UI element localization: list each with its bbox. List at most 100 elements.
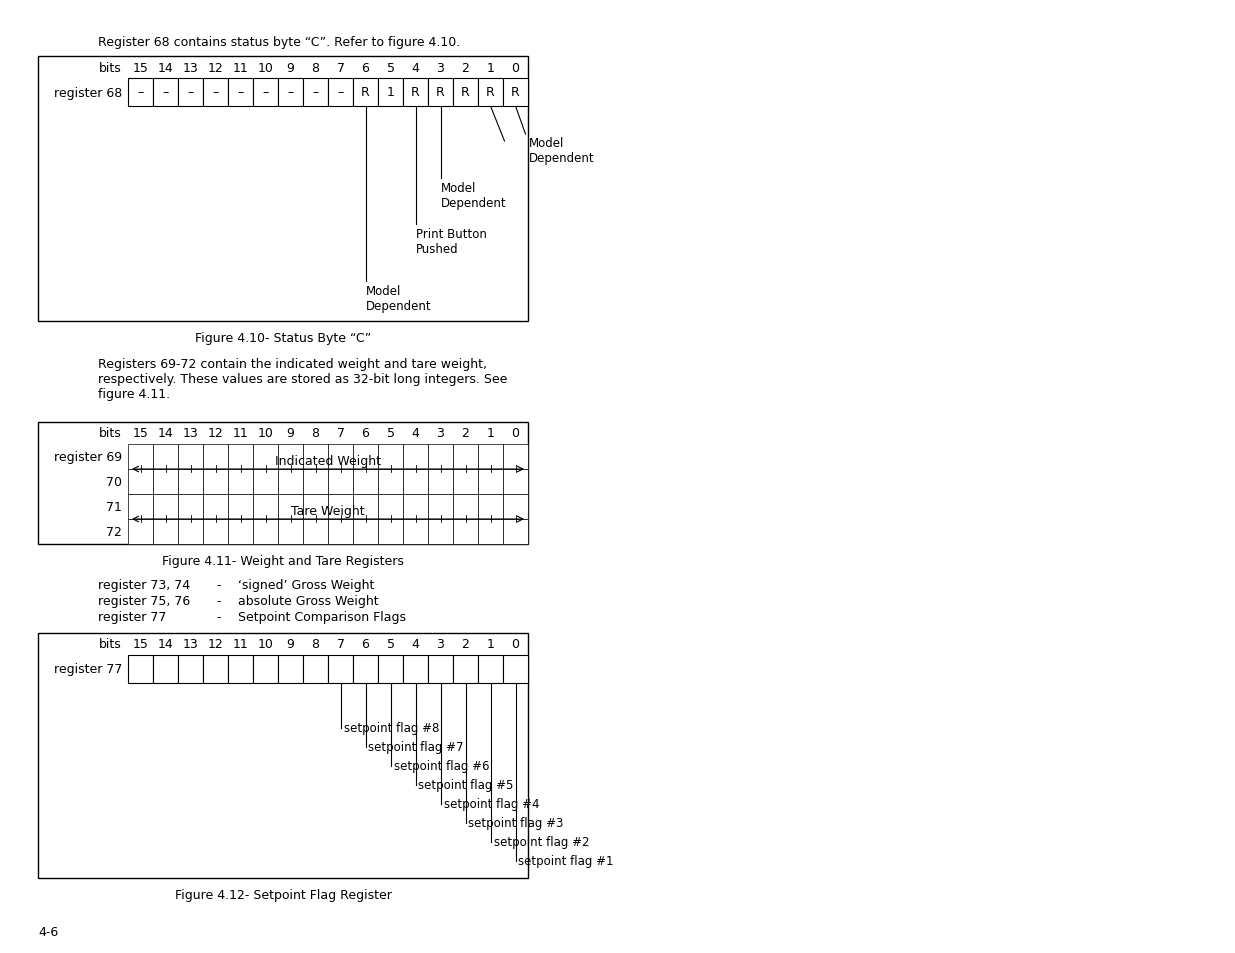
Text: 10: 10: [258, 61, 273, 74]
Text: register 77: register 77: [53, 662, 122, 676]
Text: 70: 70: [106, 476, 122, 489]
Text: register 69: register 69: [54, 451, 122, 463]
Text: 14: 14: [158, 61, 173, 74]
Bar: [453, 519, 478, 544]
Text: 6: 6: [362, 427, 369, 440]
Text: Print Button
Pushed: Print Button Pushed: [415, 228, 487, 255]
Bar: [353, 79, 378, 107]
Bar: [203, 470, 228, 495]
Bar: [403, 470, 429, 495]
Bar: [203, 495, 228, 519]
Bar: [378, 495, 403, 519]
Text: register 68: register 68: [54, 87, 122, 99]
Text: 71: 71: [106, 500, 122, 514]
Text: Register 68 contains status byte “C”. Refer to figure 4.10.: Register 68 contains status byte “C”. Re…: [98, 36, 461, 49]
Bar: [38, 57, 529, 322]
Bar: [403, 444, 429, 470]
Text: setpoint flag #2: setpoint flag #2: [494, 836, 589, 848]
Text: 14: 14: [158, 427, 173, 440]
Text: register 77: register 77: [98, 610, 167, 623]
Text: –: –: [162, 87, 169, 99]
Bar: [503, 495, 529, 519]
Text: setpoint flag #1: setpoint flag #1: [519, 855, 614, 867]
Bar: [503, 470, 529, 495]
Bar: [353, 470, 378, 495]
Text: ‘signed’ Gross Weight: ‘signed’ Gross Weight: [238, 578, 374, 592]
Text: Model
Dependent: Model Dependent: [529, 137, 594, 165]
Bar: [453, 79, 478, 107]
Text: bits: bits: [99, 61, 122, 74]
Text: –: –: [262, 87, 269, 99]
Bar: [278, 519, 303, 544]
Text: register 75, 76: register 75, 76: [98, 595, 190, 607]
Text: 13: 13: [183, 638, 199, 651]
Bar: [329, 444, 353, 470]
Text: 1: 1: [487, 427, 494, 440]
Text: R: R: [436, 87, 445, 99]
Text: –: –: [288, 87, 294, 99]
Bar: [378, 79, 403, 107]
Bar: [153, 519, 178, 544]
Bar: [128, 470, 153, 495]
Text: 4: 4: [411, 427, 420, 440]
Text: 15: 15: [132, 427, 148, 440]
Text: setpoint flag #6: setpoint flag #6: [394, 760, 489, 773]
Text: –: –: [337, 87, 343, 99]
Bar: [429, 495, 453, 519]
Bar: [253, 79, 278, 107]
Bar: [178, 656, 203, 683]
Bar: [329, 79, 353, 107]
Bar: [203, 656, 228, 683]
Bar: [303, 656, 329, 683]
Text: respectively. These values are stored as 32-bit long integers. See: respectively. These values are stored as…: [98, 373, 508, 386]
Bar: [128, 656, 153, 683]
Text: R: R: [361, 87, 369, 99]
Text: 11: 11: [232, 427, 248, 440]
Bar: [303, 495, 329, 519]
Bar: [178, 444, 203, 470]
Text: register 73, 74: register 73, 74: [98, 578, 190, 592]
Text: 8: 8: [311, 427, 320, 440]
Text: 4: 4: [411, 638, 420, 651]
Bar: [303, 79, 329, 107]
Bar: [228, 495, 253, 519]
Text: 2: 2: [462, 61, 469, 74]
Bar: [178, 79, 203, 107]
Bar: [253, 495, 278, 519]
Text: 11: 11: [232, 638, 248, 651]
Text: –: –: [212, 87, 219, 99]
Text: Setpoint Comparison Flags: Setpoint Comparison Flags: [238, 610, 406, 623]
Bar: [503, 444, 529, 470]
Text: R: R: [411, 87, 420, 99]
Text: 14: 14: [158, 638, 173, 651]
Bar: [378, 444, 403, 470]
Bar: [353, 495, 378, 519]
Text: –: –: [312, 87, 319, 99]
Text: –: –: [237, 87, 243, 99]
Bar: [353, 519, 378, 544]
Bar: [378, 470, 403, 495]
Bar: [453, 656, 478, 683]
Bar: [203, 519, 228, 544]
Text: 12: 12: [207, 427, 224, 440]
Bar: [253, 444, 278, 470]
Bar: [429, 656, 453, 683]
Text: 8: 8: [311, 61, 320, 74]
Text: setpoint flag #3: setpoint flag #3: [468, 817, 564, 830]
Text: 6: 6: [362, 61, 369, 74]
Bar: [453, 470, 478, 495]
Bar: [503, 79, 529, 107]
Text: setpoint flag #4: setpoint flag #4: [443, 798, 538, 811]
Bar: [153, 79, 178, 107]
Text: 5: 5: [387, 427, 394, 440]
Bar: [253, 656, 278, 683]
Text: 11: 11: [232, 61, 248, 74]
Bar: [153, 495, 178, 519]
Text: Model
Dependent: Model Dependent: [441, 182, 506, 210]
Bar: [278, 444, 303, 470]
Text: –: –: [188, 87, 194, 99]
Text: R: R: [461, 87, 469, 99]
Bar: [478, 656, 503, 683]
Bar: [178, 470, 203, 495]
Bar: [478, 444, 503, 470]
